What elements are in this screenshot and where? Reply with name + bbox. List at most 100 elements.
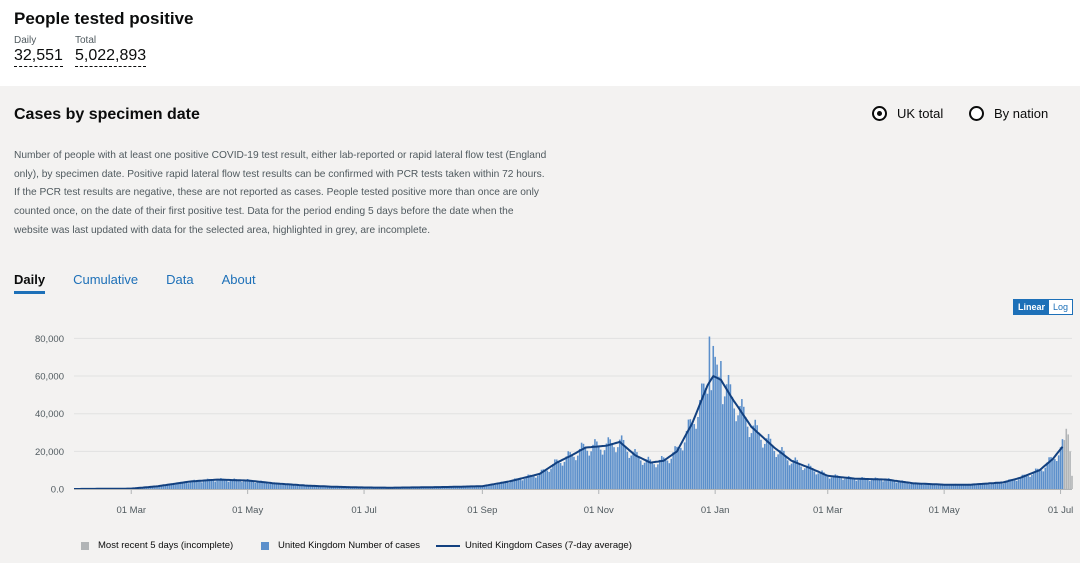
daily-case-bar xyxy=(500,481,503,489)
daily-case-bar xyxy=(1021,474,1024,489)
daily-case-bar xyxy=(909,484,911,489)
daily-case-bar xyxy=(162,485,165,489)
daily-case-bar xyxy=(311,485,314,489)
daily-case-bar xyxy=(731,396,734,489)
daily-case-bar xyxy=(807,463,810,489)
daily-case-bar xyxy=(590,451,592,489)
daily-case-bar xyxy=(771,445,774,489)
daily-case-bar xyxy=(1061,439,1064,489)
daily-case-bar xyxy=(286,483,289,489)
daily-case-bar xyxy=(786,460,789,489)
daily-case-bar xyxy=(227,481,230,489)
daily-case-bar xyxy=(273,482,276,489)
daily-case-bar xyxy=(756,425,758,489)
daily-case-bar xyxy=(952,484,955,489)
daily-case-bar xyxy=(485,485,487,489)
total-value[interactable]: 5,022,893 xyxy=(75,47,147,67)
daily-case-bar xyxy=(962,485,965,489)
daily-case-bar xyxy=(443,487,445,489)
radio-uk-total[interactable]: UK total xyxy=(872,106,943,121)
daily-case-bar xyxy=(868,481,871,489)
daily-case-bar xyxy=(325,486,327,489)
daily-case-bar xyxy=(1040,470,1043,489)
daily-case-bar xyxy=(683,442,686,489)
daily-case-bar xyxy=(561,465,564,489)
daily-case-bar xyxy=(489,484,491,489)
daily-case-bar xyxy=(954,483,957,489)
daily-case-bar xyxy=(842,479,844,489)
daily-case-bar xyxy=(620,435,623,489)
tab-about[interactable]: About xyxy=(221,272,256,287)
headline-summary: People tested positive Daily 32,551 Tota… xyxy=(0,0,1080,86)
daily-case-bar xyxy=(950,485,953,489)
daily-case-bar xyxy=(538,473,541,489)
daily-case-bar xyxy=(994,481,997,489)
radio-unselected-icon[interactable] xyxy=(969,106,984,121)
daily-case-bar xyxy=(918,483,921,489)
daily-case-bar xyxy=(206,478,209,489)
seven-day-average-line xyxy=(74,374,1064,490)
daily-case-bar xyxy=(847,476,850,489)
page-title: People tested positive xyxy=(14,9,194,28)
tab-daily[interactable]: Daily xyxy=(14,272,46,294)
daily-case-bar xyxy=(638,456,640,489)
radio-selected-icon[interactable] xyxy=(872,106,887,121)
daily-case-bar xyxy=(292,485,295,489)
radio-uk-label: UK total xyxy=(897,106,944,121)
daily-case-bar xyxy=(825,474,827,489)
daily-case-bar xyxy=(819,471,821,489)
daily-case-bar xyxy=(823,472,825,489)
daily-case-bar xyxy=(977,484,980,489)
daily-case-bar xyxy=(693,424,695,489)
daily-case-bar xyxy=(777,454,779,489)
daily-case-bar xyxy=(681,450,684,489)
daily-case-bar xyxy=(617,447,619,489)
daily-case-bar xyxy=(428,487,430,489)
daily-case-bar xyxy=(834,474,837,489)
daily-case-bar xyxy=(281,484,283,489)
daily-case-bar xyxy=(989,484,991,489)
daily-case-bar xyxy=(170,484,173,489)
daily-case-bar xyxy=(477,486,480,489)
card-title: Cases by specimen date xyxy=(14,106,200,123)
daily-case-bar xyxy=(805,465,808,489)
daily-case-bar xyxy=(651,461,653,489)
daily-case-bar xyxy=(601,454,604,489)
daily-case-bar xyxy=(160,486,163,489)
x-tick-label: 01 Jul xyxy=(1048,505,1073,516)
daily-case-bar xyxy=(680,447,682,489)
daily-case-bar xyxy=(1031,474,1033,489)
tab-data[interactable]: Data xyxy=(166,272,194,287)
tab-cumulative[interactable]: Cumulative xyxy=(73,272,139,287)
legend-average-label: United Kingdom Cases (7-day average) xyxy=(465,540,632,551)
scale-log-button[interactable]: Log xyxy=(1049,300,1073,314)
daily-case-bar xyxy=(899,481,902,489)
daily-case-bar xyxy=(348,487,350,489)
daily-case-bar xyxy=(506,482,508,489)
daily-case-bar xyxy=(727,374,730,489)
daily-case-bar xyxy=(599,449,602,489)
daily-case-bar xyxy=(779,450,781,489)
daily-case-bar xyxy=(229,480,232,489)
x-tick-label: 01 May xyxy=(929,505,960,516)
daily-case-bar xyxy=(746,426,749,489)
daily-case-bar xyxy=(462,486,465,489)
daily-case-bar xyxy=(960,485,963,489)
daily-case-bar xyxy=(264,482,266,489)
daily-case-bar xyxy=(838,476,840,489)
daily-case-bar xyxy=(302,484,304,489)
daily-case-bar xyxy=(535,477,537,489)
daily-case-bar xyxy=(527,474,529,489)
daily-case-bar xyxy=(943,484,945,489)
daily-case-bar xyxy=(889,479,892,489)
daily-case-bar xyxy=(708,336,711,489)
daily-case-bar xyxy=(1036,468,1039,489)
x-tick-label: 01 Sep xyxy=(467,505,497,516)
daily-value[interactable]: 32,551 xyxy=(14,47,63,67)
scale-linear-button[interactable]: Linear xyxy=(1014,300,1050,314)
daily-case-bar xyxy=(1010,479,1012,489)
radio-by-nation[interactable]: By nation xyxy=(969,106,1048,121)
daily-case-bar xyxy=(565,456,568,489)
daily-case-bar xyxy=(878,479,881,489)
daily-case-bar xyxy=(905,482,907,489)
